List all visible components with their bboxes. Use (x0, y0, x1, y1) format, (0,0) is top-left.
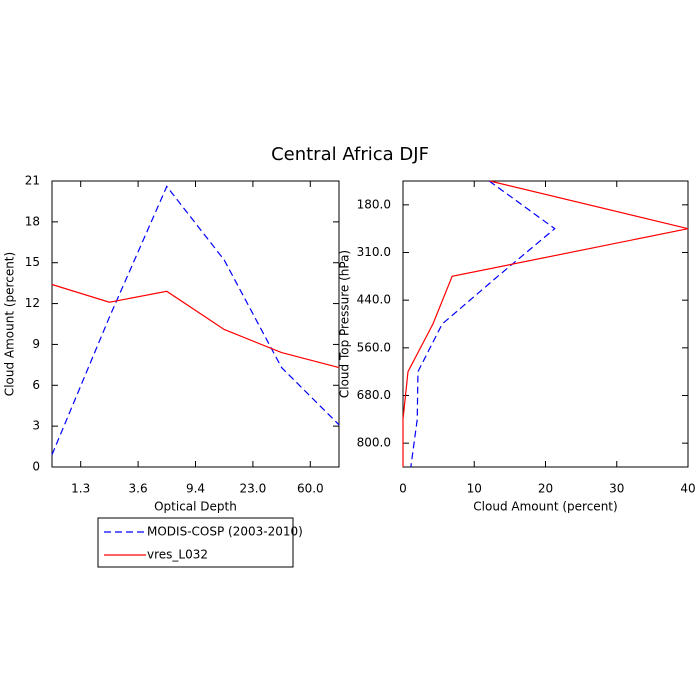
legend-label: MODIS-COSP (2003-2010) (147, 525, 303, 539)
y-tick-label: 3 (32, 419, 40, 433)
y-axis-label: Cloud Top Pressure (hPa) (338, 250, 352, 398)
x-tick-label: 3.6 (129, 482, 148, 496)
x-axis-label: Cloud Amount (percent) (473, 500, 617, 514)
series-line (410, 180, 556, 468)
x-tick-label: 23.0 (240, 482, 267, 496)
y-tick-label: 440.0 (357, 293, 391, 307)
figure-title: Central Africa DJF (271, 144, 429, 165)
y-tick-label: 0 (32, 460, 40, 474)
y-tick-label: 560.0 (357, 340, 391, 354)
y-tick-label: 18 (25, 214, 40, 228)
x-tick-label: 0 (399, 482, 407, 496)
y-tick-label: 6 (32, 378, 40, 392)
x-tick-label: 9.4 (186, 482, 205, 496)
series-line (402, 180, 689, 467)
x-tick-label: 10 (467, 482, 482, 496)
y-tick-label: 21 (25, 174, 40, 188)
y-tick-label: 12 (25, 296, 40, 310)
legend-label: vres_L032 (147, 548, 208, 562)
x-tick-label: 30 (609, 482, 624, 496)
y-axis-label: Cloud Amount (percent) (3, 252, 17, 396)
x-tick-label: 20 (538, 482, 553, 496)
y-tick-label: 680.0 (357, 388, 391, 402)
y-tick-label: 800.0 (357, 436, 391, 450)
y-tick-label: 180.0 (357, 197, 391, 211)
y-tick-label: 15 (25, 255, 40, 269)
y-tick-label: 9 (32, 337, 40, 351)
x-tick-label: 60.0 (297, 482, 324, 496)
legend-box (97, 517, 294, 568)
x-tick-label: 1.3 (71, 482, 90, 496)
x-tick-label: 40 (680, 482, 695, 496)
series-line (51, 283, 340, 369)
x-axis-label: Optical Depth (154, 500, 237, 514)
series-line (51, 185, 340, 455)
y-tick-label: 310.0 (357, 245, 391, 259)
